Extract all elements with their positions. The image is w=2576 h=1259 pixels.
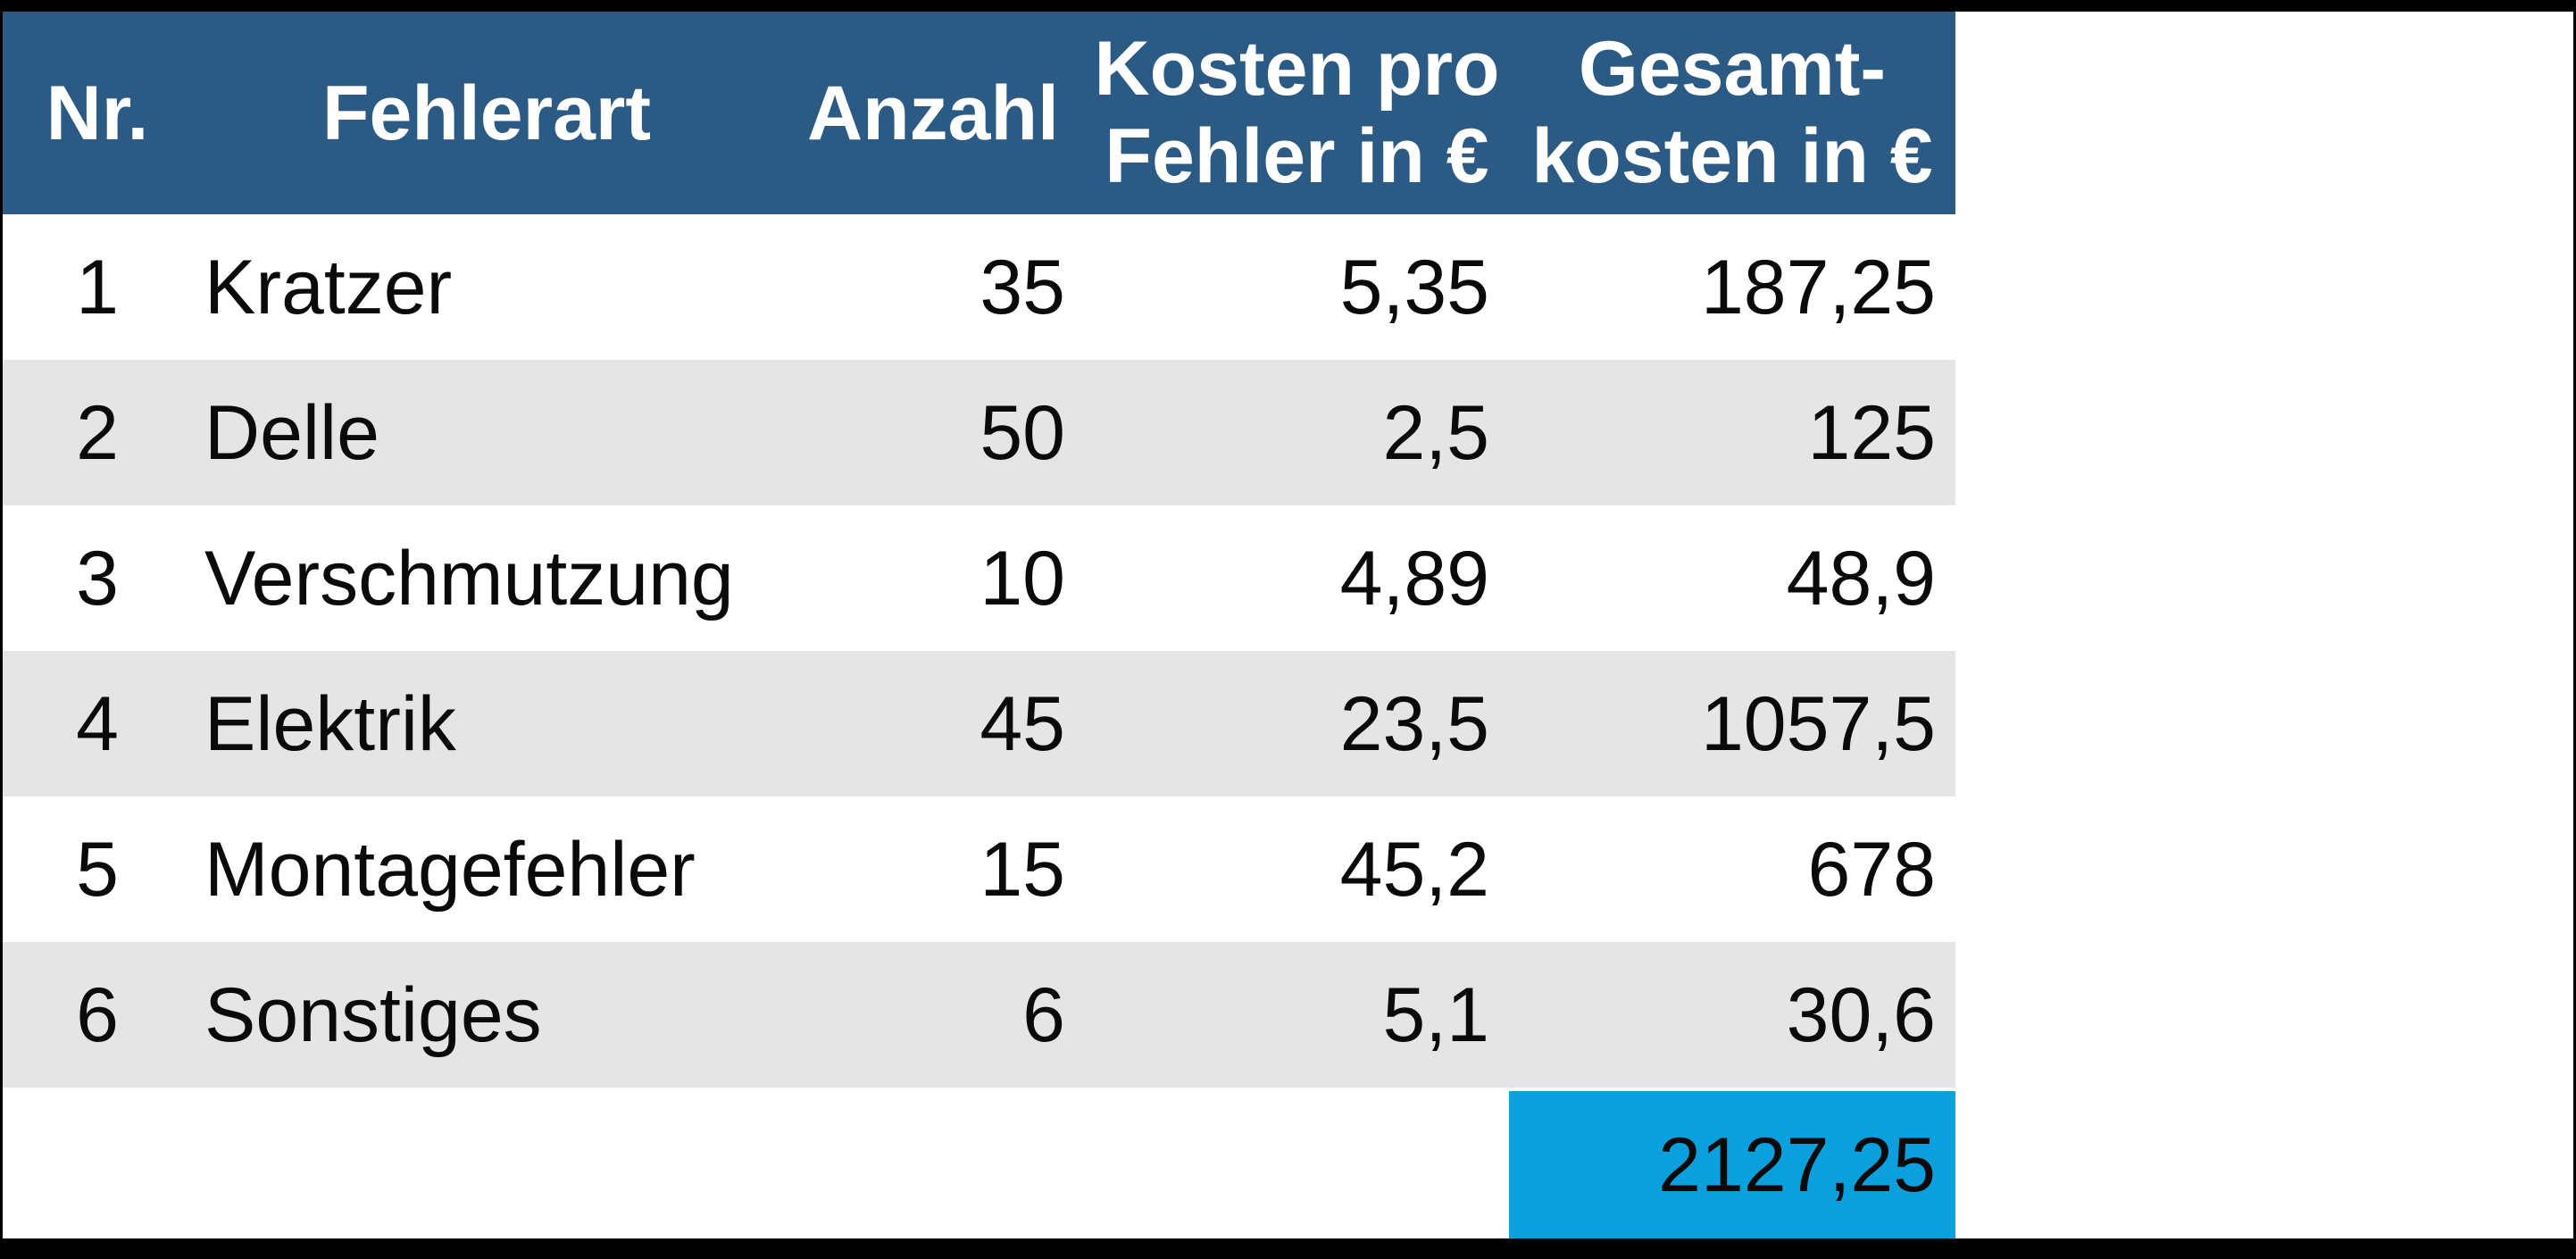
cell-kosten: 2,5 [1382, 389, 1489, 476]
header-anzahl: Anzahl [807, 70, 1059, 156]
total-row-spacer [3, 1088, 1509, 1238]
table-row: 4 Elektrik 45 23,5 1057,5 [3, 651, 1955, 796]
cell-gesamt: 48,9 [1786, 535, 1936, 621]
cell-kosten: 45,2 [1339, 826, 1489, 913]
header-kosten-line2: Fehler in € [1105, 113, 1489, 199]
header-fehlerart: Fehlerart [321, 70, 652, 156]
content-area: Nr. Fehlerart Anzahl Kosten pro Fehler i… [3, 12, 2573, 1238]
cell-anzahl: 50 [980, 389, 1065, 476]
header-gesamtkosten: Gesamt- kosten in € [1509, 12, 1955, 214]
cell-fehlerart: Montagefehler [204, 826, 696, 913]
header-nr: Nr. [46, 70, 149, 156]
cell-kosten: 23,5 [1339, 680, 1489, 767]
defect-cost-table: Nr. Fehlerart Anzahl Kosten pro Fehler i… [3, 12, 1955, 1238]
header-gesamt-line1: Gesamt- [1578, 26, 1887, 113]
cell-gesamt: 125 [1807, 389, 1937, 476]
table-row: 5 Montagefehler 15 45,2 678 [3, 796, 1955, 942]
cell-fehlerart: Sonstiges [204, 971, 542, 1058]
cell-gesamt: 30,6 [1786, 971, 1936, 1058]
cell-fehlerart: Kratzer [204, 244, 453, 330]
cell-anzahl: 45 [980, 680, 1065, 767]
cell-anzahl: 10 [980, 535, 1065, 621]
cell-fehlerart: Elektrik [204, 680, 456, 767]
cell-anzahl: 35 [980, 244, 1065, 330]
cell-anzahl: 6 [1022, 971, 1065, 1058]
cell-gesamt: 1057,5 [1700, 680, 1936, 767]
cell-fehlerart: Verschmutzung [204, 535, 734, 621]
total-value: 2127,25 [1658, 1121, 1936, 1208]
cell-kosten: 4,89 [1339, 535, 1489, 621]
total-cell: 2127,25 [1509, 1091, 1955, 1238]
cell-gesamt: 678 [1807, 826, 1937, 913]
table-header-row: Nr. Fehlerart Anzahl Kosten pro Fehler i… [3, 12, 1955, 214]
cell-nr: 2 [76, 389, 119, 476]
header-gesamt-line2: kosten in € [1531, 113, 1933, 199]
header-kosten-line1: Kosten pro [1094, 26, 1500, 113]
table-row: 1 Kratzer 35 5,35 187,25 [3, 214, 1955, 360]
cell-kosten: 5,35 [1339, 244, 1489, 330]
cell-fehlerart: Delle [204, 389, 379, 476]
table-total-row: 2127,25 [3, 1088, 1955, 1238]
cell-nr: 3 [76, 535, 119, 621]
cell-nr: 4 [76, 680, 119, 767]
cell-anzahl: 15 [980, 826, 1065, 913]
cell-nr: 6 [76, 971, 119, 1058]
cell-nr: 5 [76, 826, 119, 913]
cell-kosten: 5,1 [1382, 971, 1489, 1058]
cell-gesamt: 187,25 [1700, 244, 1936, 330]
cell-nr: 1 [76, 244, 119, 330]
table-row: 6 Sonstiges 6 5,1 30,6 [3, 942, 1955, 1088]
table-row: 3 Verschmutzung 10 4,89 48,9 [3, 505, 1955, 651]
header-kosten-pro-fehler: Kosten pro Fehler in € [1085, 12, 1509, 214]
table-row: 2 Delle 50 2,5 125 [3, 360, 1955, 505]
